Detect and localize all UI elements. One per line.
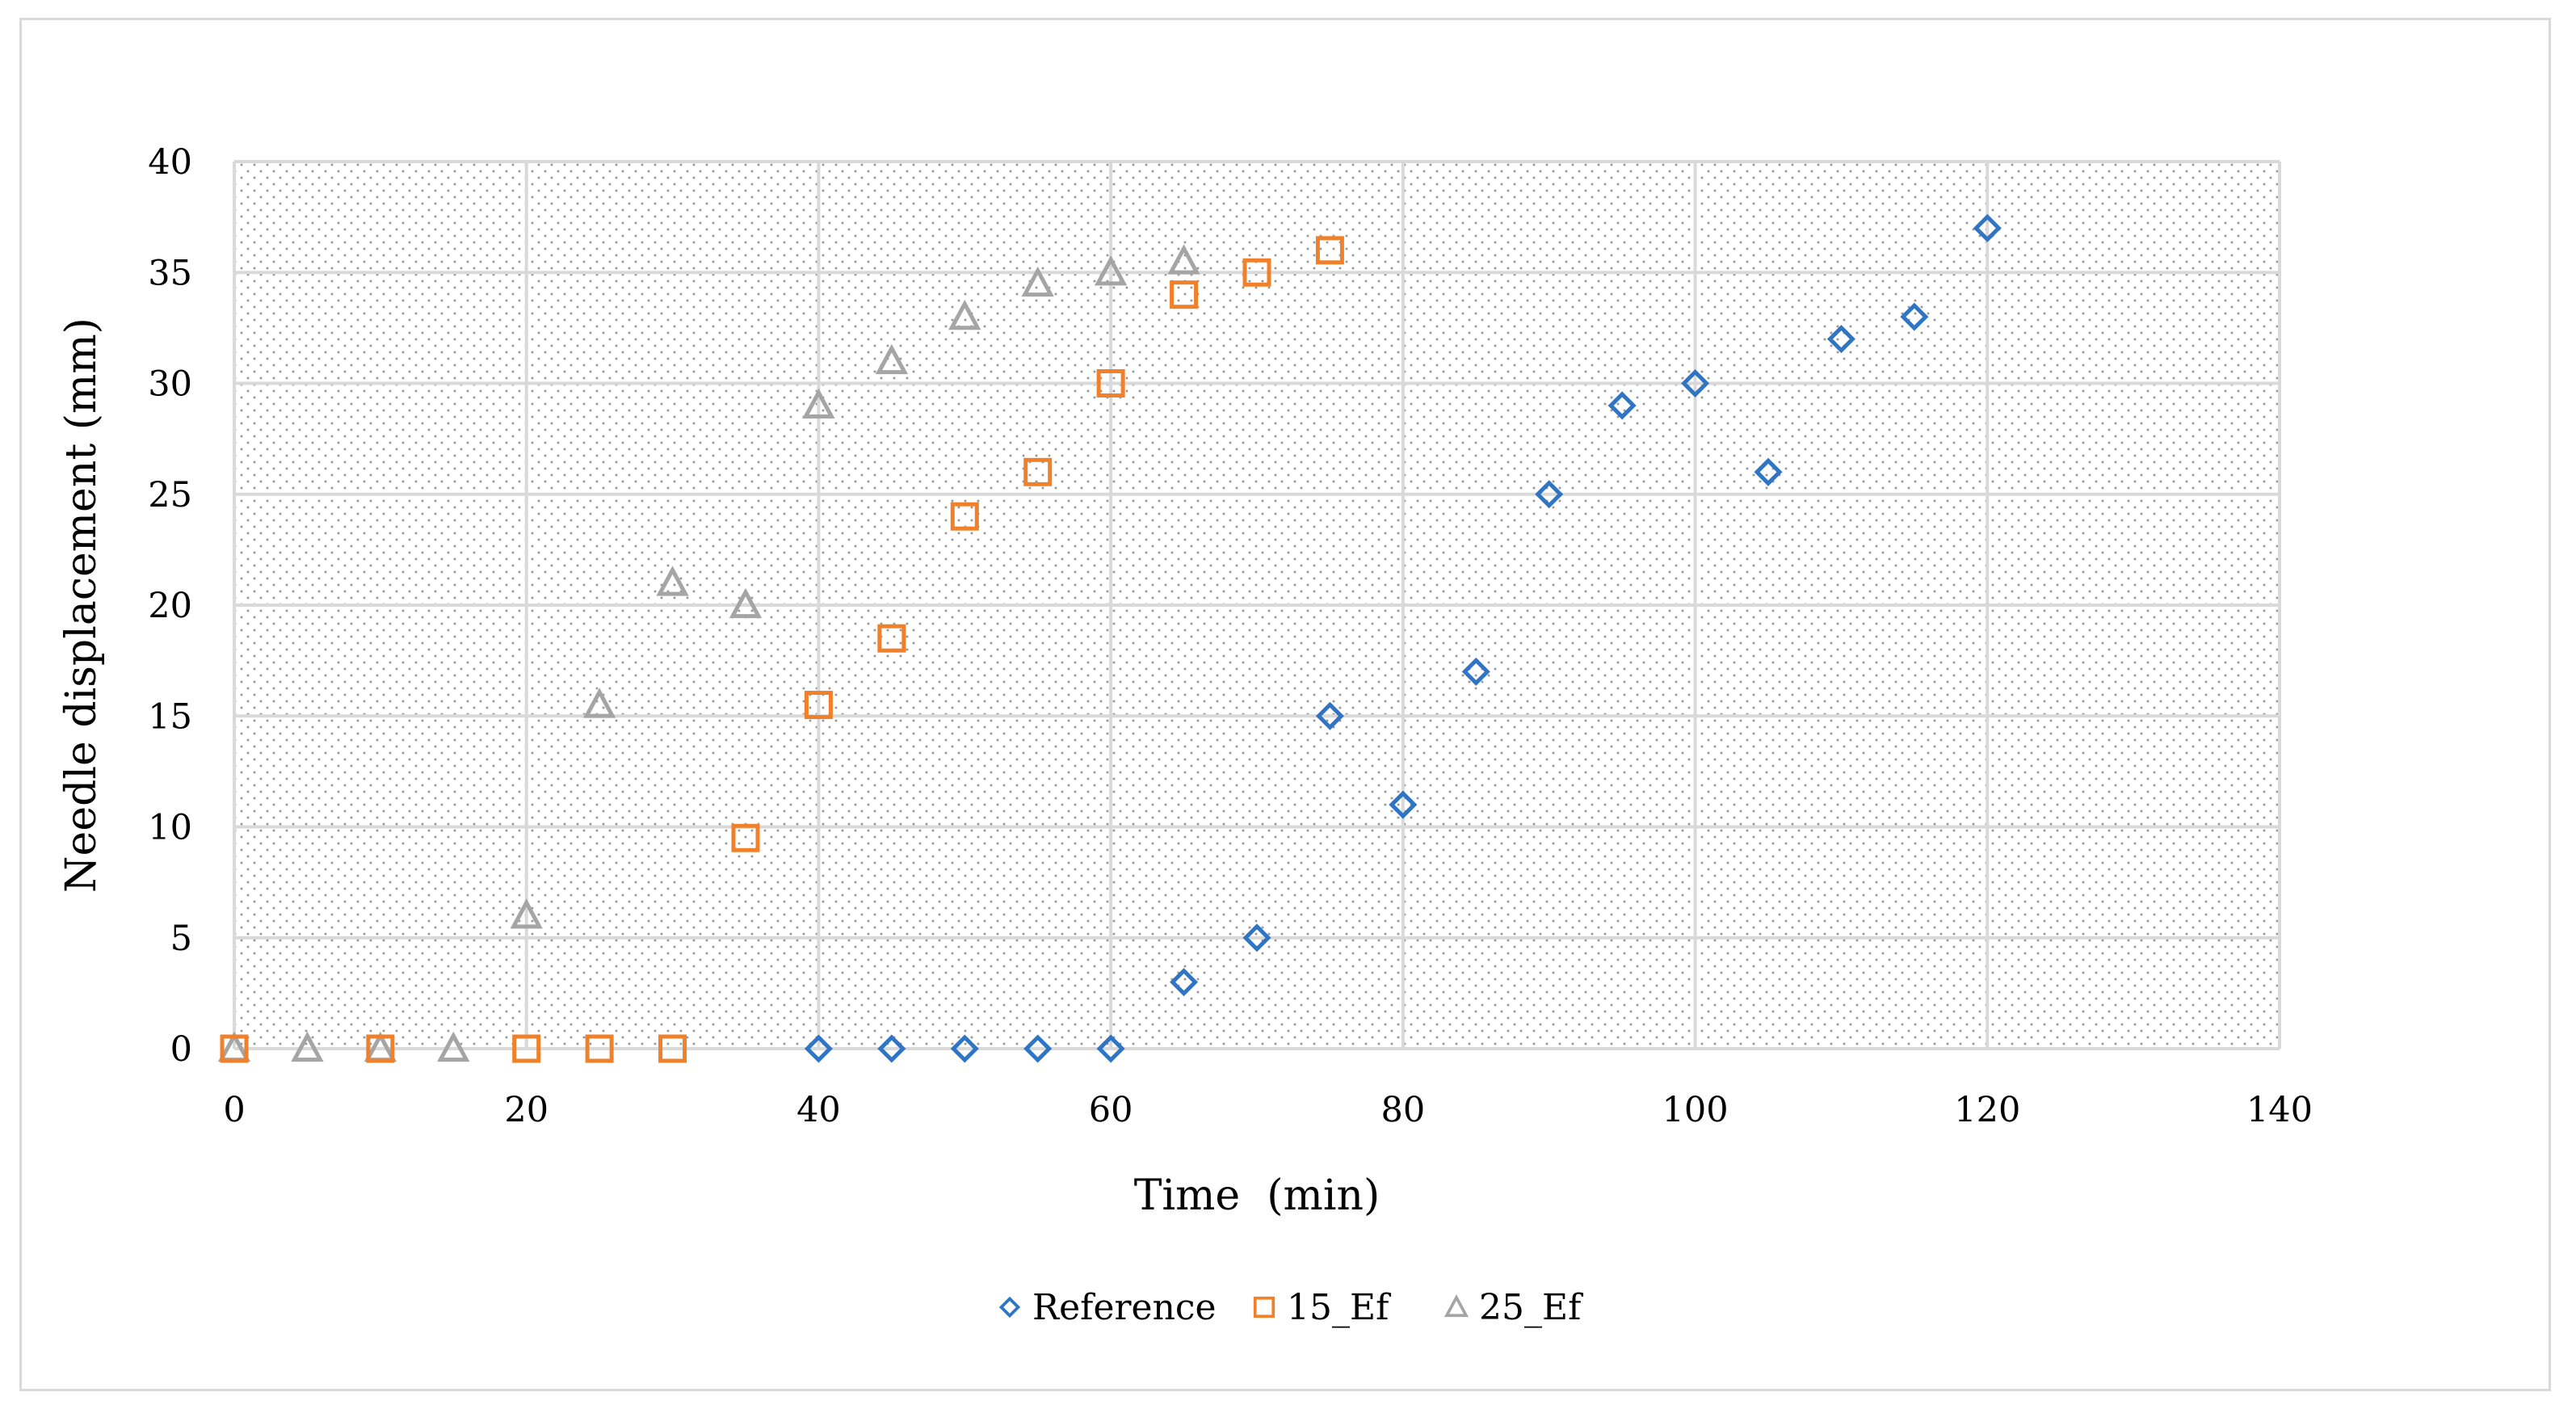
x-tick-label: 80 <box>1380 1090 1425 1130</box>
x-tick-label: 100 <box>1662 1090 1729 1130</box>
y-axis-title: Needle displacement (mm) <box>57 318 106 893</box>
x-tick-label: 0 <box>223 1090 245 1130</box>
25-ef-point <box>729 587 763 619</box>
reference-point <box>1389 790 1418 819</box>
25-ef-point <box>1021 266 1054 297</box>
15-ef-point <box>1315 236 1344 265</box>
legend: Reference 15_Ef 25_Ef <box>998 1287 1583 1328</box>
15-ef-point <box>366 1034 395 1063</box>
legend-label-25-ef: 25_Ef <box>1479 1287 1583 1328</box>
x-tick-label: 60 <box>1089 1090 1133 1130</box>
legend-label-15-ef: 15_Ef <box>1287 1287 1391 1328</box>
reference-point <box>1826 325 1855 354</box>
15-ef-point <box>1096 369 1125 397</box>
15-ef-point <box>804 691 833 720</box>
legend-label-reference: Reference <box>1032 1287 1217 1328</box>
15-ef-point <box>950 502 979 531</box>
x-tick-label: 20 <box>504 1090 548 1130</box>
15-ef-point <box>585 1034 614 1063</box>
y-tick-label: 20 <box>148 586 192 626</box>
y-tick-label: 5 <box>170 919 192 959</box>
15-ef-point <box>1023 457 1053 486</box>
25-ef-point <box>802 388 835 419</box>
25-ef-point <box>656 566 689 596</box>
15-ef-point <box>512 1034 541 1063</box>
reference-point <box>877 1034 906 1063</box>
25-ef-point <box>875 343 909 375</box>
y-tick-label: 40 <box>148 142 192 183</box>
reference-point <box>804 1034 833 1063</box>
data-markers <box>217 213 2002 1063</box>
legend-marker-reference <box>998 1296 1021 1319</box>
15-ef-point <box>658 1034 687 1063</box>
25-ef-point <box>1094 254 1128 286</box>
15-ef-point <box>1242 258 1271 287</box>
25-ef-point <box>1167 244 1200 275</box>
reference-point <box>1535 480 1564 509</box>
x-axis-title: Time (min) <box>1134 1171 1380 1220</box>
y-tick-label: 25 <box>148 475 192 515</box>
reference-point <box>1023 1034 1053 1063</box>
axis-ticks: 0 5 10 15 20 25 30 35 40 0 20 40 60 80 100 120 140 <box>148 142 2313 1130</box>
legend-marker-15-ef <box>1253 1296 1275 1319</box>
reference-point <box>1607 391 1637 420</box>
15-ef-point <box>877 624 906 653</box>
reference-point <box>1681 368 1710 398</box>
25-ef-point <box>948 299 981 330</box>
y-tick-label: 10 <box>148 808 192 848</box>
15-ef-point <box>731 823 760 852</box>
25-ef-point <box>437 1031 470 1062</box>
reference-point <box>1973 213 2002 242</box>
reference-point <box>1754 457 1783 486</box>
gridlines <box>233 160 2281 1050</box>
y-tick-label: 15 <box>148 696 192 737</box>
25-ef-point <box>510 898 543 929</box>
y-tick-label: 30 <box>148 364 192 405</box>
reference-point <box>1242 923 1271 953</box>
reference-point <box>1315 701 1344 730</box>
legend-marker-25-ef <box>1443 1294 1469 1318</box>
x-tick-label: 40 <box>796 1090 841 1130</box>
y-tick-label: 0 <box>170 1029 192 1070</box>
reference-point <box>1461 657 1490 686</box>
y-tick-label: 35 <box>148 253 192 293</box>
x-tick-label: 120 <box>1954 1090 2020 1130</box>
x-tick-label: 140 <box>2246 1090 2313 1130</box>
reference-point <box>950 1034 979 1063</box>
15-ef-point <box>220 1034 249 1063</box>
reference-point <box>1096 1034 1125 1063</box>
25-ef-point <box>291 1031 324 1062</box>
reference-point <box>1170 968 1199 997</box>
25-ef-point <box>582 688 616 718</box>
15-ef-point <box>1170 280 1199 309</box>
reference-point <box>1900 302 1929 331</box>
